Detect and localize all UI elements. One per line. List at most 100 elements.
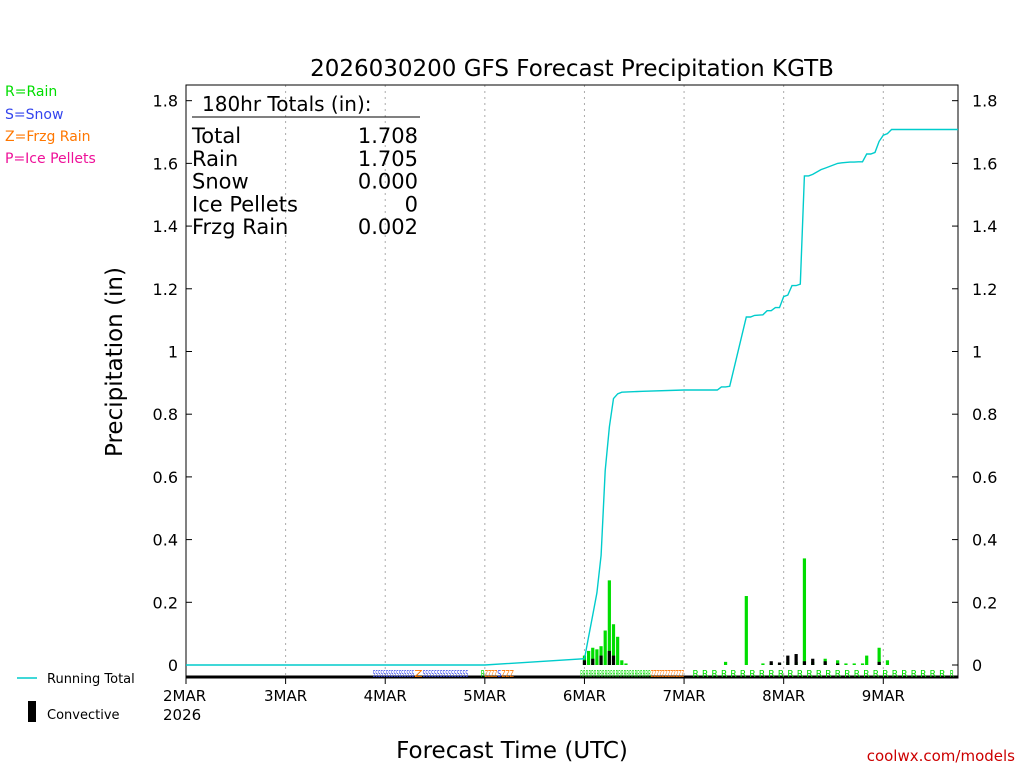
ptype-strip-segment: SSSSSSSSSSSSSSSS [423, 669, 469, 680]
ptype-legend: R=Rain S=Snow Z=Frzg Rain P=Ice Pellets [5, 84, 96, 167]
y-tick-label: 1.6 [972, 154, 997, 173]
totals-row-value: 0.000 [358, 170, 418, 194]
rain-bar [865, 655, 869, 665]
totals-row-value: 1.705 [358, 147, 418, 171]
ptype-strip-segment: R R R R R R R R R R R R R R R R R R R R … [692, 669, 945, 680]
totals-row-value: 0 [405, 192, 418, 216]
ptype-strip-segment: ZZZ [501, 669, 514, 680]
attribution: coolwx.com/models [867, 747, 1015, 765]
ptype-strip-segment: R [950, 669, 954, 680]
y-tick-label: 1 [972, 342, 982, 361]
y-tick-label: 1.4 [153, 217, 178, 236]
ptype-strip-segment: ZZZZ [485, 669, 498, 680]
ptype-strip-segment: Z [414, 669, 422, 680]
totals-row-label: Snow [192, 170, 249, 194]
x-tick-label: 2MAR [163, 687, 206, 705]
x-tick-label: 5MAR [463, 687, 506, 705]
rain-bar [802, 558, 807, 665]
x-axis-label: Forecast Time (UTC) [396, 738, 628, 764]
convective-bar [769, 661, 773, 665]
rain-bar [860, 663, 865, 665]
y-tick-label: 1.2 [972, 280, 997, 299]
y-tick-label: 1.8 [972, 92, 997, 111]
convective-bar [877, 661, 881, 665]
totals-row-label: Frzg Rain [192, 215, 288, 239]
y-axis-label: Precipitation (in) [102, 267, 128, 457]
convective-bar [823, 661, 827, 665]
x-tick-label: 4MAR [364, 687, 407, 705]
rain-bar [611, 624, 616, 665]
chart-title: 2026030200 GFS Forecast Precipitation KG… [310, 56, 834, 82]
convective-bar [811, 658, 815, 665]
running-total-line [186, 128, 958, 666]
x-tick-label: 8MAR [762, 687, 805, 705]
ptype-strip-segment: S [497, 669, 501, 680]
rain-bar [723, 661, 728, 665]
legend-ice-pellets: P=Ice Pellets [5, 151, 96, 167]
rain-bar [591, 647, 595, 665]
rain-bar [603, 630, 607, 665]
ptype-strip-segment: SSSSSSSSSSSSSSSS [373, 669, 415, 680]
convective-bar [794, 654, 798, 665]
x-tick-label: 7MAR [662, 687, 705, 705]
y-tick-label: 1 [168, 342, 178, 361]
totals-rows: Total 1.708 Rain 1.705 Snow 0.000 Ice Pellets 0… [191, 124, 418, 239]
y-tick-label: 0.6 [972, 468, 997, 487]
totals-heading: 180hr Totals (in): [202, 92, 372, 116]
convective-bar [786, 655, 790, 665]
rain-bar [616, 636, 620, 665]
y-tick-label: 1.4 [972, 217, 997, 236]
convective-bar [802, 661, 807, 665]
totals-row-value: 1.708 [358, 124, 418, 148]
rain-bar [852, 663, 856, 665]
convective-legend-swatch [28, 701, 36, 722]
x-tick-label: 9MAR [862, 687, 905, 705]
convective-bar [607, 650, 611, 665]
convective-bar [591, 658, 595, 665]
x-tick-label: 3MAR [264, 687, 307, 705]
ptype-strip-segment: R [481, 669, 485, 680]
convective-bars [582, 650, 881, 665]
convective-bar [836, 663, 840, 665]
year-label: 2026 [163, 706, 201, 724]
ptype-strip-segment: ZZZZZZZZZZZZ [651, 669, 684, 680]
y-tick-label: 0.8 [972, 405, 997, 424]
y-tick-labels-right: 0 0.2 0.4 0.6 0.8 1 1.2 1.4 1.6 1.8 [952, 92, 997, 675]
convective-legend-label: Convective [47, 708, 120, 723]
rain-bar [620, 660, 624, 665]
totals-row-label: Rain [192, 147, 238, 171]
running-total-legend-label: Running Total [47, 672, 135, 687]
rain-bar [836, 660, 840, 665]
ptype-strip-segment: RRRRRRRRRRRRRRRRRRRRRRRRRR [580, 669, 651, 680]
convective-bar [599, 655, 603, 665]
y-tick-label: 1.6 [153, 154, 178, 173]
x-tick-label: 6MAR [563, 687, 606, 705]
rain-bar [761, 663, 765, 665]
rain-bar [877, 647, 881, 665]
series-legend: Running Total Convective [17, 672, 135, 723]
y-tick-labels-left: 0 0.2 0.4 0.6 0.8 1 1.2 1.4 1.6 1.8 [153, 92, 192, 675]
y-tick-label: 0.8 [153, 405, 178, 424]
legend-rain: R=Rain [5, 84, 57, 100]
totals-row-value: 0.002 [358, 215, 418, 239]
rain-bar [744, 596, 748, 665]
convective-bar [582, 660, 587, 665]
convective-bar [611, 655, 616, 665]
y-tick-label: 0.2 [153, 593, 178, 612]
rain-bar [844, 663, 848, 665]
rain-bar [607, 580, 611, 665]
y-tick-label: 0.4 [153, 531, 178, 550]
y-tick-label: 0 [972, 656, 982, 675]
x-tick-labels: 2MAR 3MAR 4MAR 5MAR 6MAR 7MAR 8MAR 9MAR [163, 677, 905, 705]
rain-bar [624, 663, 628, 665]
convective-bar [777, 662, 782, 665]
totals-row-label: Total [191, 124, 241, 148]
rain-bar [587, 650, 591, 665]
ptype-strip: SSSSSSSSSSSSSSSS Z SSSSSSSSSSSSSSSS R ZZZZ S Z… [373, 669, 954, 680]
legend-frzg-rain: Z=Frzg Rain [5, 129, 91, 145]
gridlines [285, 85, 884, 677]
y-tick-label: 0 [168, 656, 178, 675]
rain-bar [595, 649, 599, 665]
